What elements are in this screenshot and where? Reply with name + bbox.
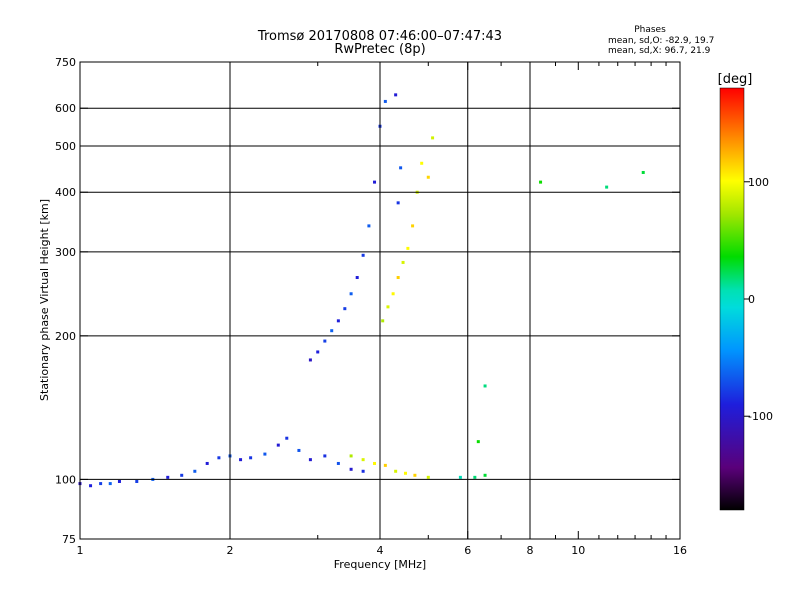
data-point: [483, 473, 487, 477]
colorbar-tick-label: -100: [748, 410, 773, 423]
data-point: [285, 436, 289, 440]
y-tick-label: 500: [55, 140, 76, 153]
data-point: [539, 180, 543, 184]
data-point: [330, 329, 334, 333]
data-point: [383, 463, 387, 467]
data-point: [367, 224, 371, 228]
data-point: [349, 454, 353, 458]
x-tick-label: 1: [77, 544, 84, 557]
data-point: [394, 469, 398, 473]
data-point: [473, 475, 477, 479]
data-point: [263, 452, 267, 456]
data-point: [217, 456, 221, 460]
chart-title: Tromsø 20170808 07:46:00–07:47:43: [257, 29, 502, 44]
data-point: [386, 305, 390, 309]
data-point: [349, 292, 353, 296]
colorbar-ticks: 100 0 -100: [744, 176, 773, 423]
x-tick-label: 16: [673, 544, 687, 557]
data-point: [336, 461, 340, 465]
data-point: [343, 307, 347, 311]
data-point: [89, 484, 93, 488]
data-point: [458, 475, 462, 479]
data-point: [180, 473, 184, 477]
data-point: [336, 319, 340, 323]
chart-subtitle: RwPretec (8p): [334, 42, 425, 57]
data-point: [483, 384, 487, 388]
data-point: [316, 350, 320, 354]
data-point: [391, 292, 395, 296]
data-point: [361, 458, 365, 462]
colorbar-tick-label: 0: [748, 293, 755, 306]
data-point: [117, 479, 121, 483]
data-point: [308, 458, 312, 462]
x-tick-label: 6: [464, 544, 471, 557]
data-point: [249, 456, 253, 460]
y-tick-label: 200: [55, 330, 76, 343]
data-point: [193, 469, 197, 473]
y-tick-label: 600: [55, 102, 76, 115]
y-tick-label: 75: [62, 533, 76, 546]
x-tick-label: 10: [571, 544, 585, 557]
axis-ticks: 1 2 4 6 8 10 16 75 100 200 300 400 500 600 750: [55, 56, 687, 557]
x-tick-label: 2: [227, 544, 234, 557]
x-tick-label: 8: [527, 544, 534, 557]
data-point: [394, 93, 398, 97]
data-point: [373, 180, 377, 184]
y-tick-label: 300: [55, 246, 76, 259]
data-points: [78, 93, 645, 488]
stats-x-mode: mean, sd,X: 96.7, 21.9: [608, 46, 711, 56]
data-point: [239, 458, 243, 462]
data-point: [166, 475, 170, 479]
data-point: [381, 319, 385, 323]
y-tick-label: 100: [55, 473, 76, 486]
grid-lines: [80, 62, 680, 539]
data-point: [420, 161, 424, 165]
data-point: [641, 170, 645, 174]
data-point: [361, 469, 365, 473]
x-tick-label: 4: [377, 544, 384, 557]
data-point: [349, 467, 353, 471]
x-axis-label: Frequency [MHz]: [334, 558, 426, 571]
y-axis-label: Stationary phase Virtual Height [km]: [38, 199, 51, 401]
data-point: [205, 461, 209, 465]
data-point: [355, 276, 359, 280]
stats-o-mode: mean, sd,O: -82.9, 19.7: [608, 36, 714, 46]
data-point: [135, 479, 139, 483]
colorbar: [719, 87, 745, 511]
data-point: [426, 475, 430, 479]
data-point: [431, 136, 435, 140]
data-point: [323, 339, 327, 343]
colorbar-label: [deg]: [718, 72, 753, 87]
data-point: [323, 454, 327, 458]
data-point: [399, 166, 403, 170]
data-point: [373, 461, 377, 465]
data-point: [426, 175, 430, 179]
y-tick-label: 750: [55, 56, 76, 69]
data-point: [411, 224, 415, 228]
data-point: [297, 448, 301, 452]
data-point: [605, 185, 609, 189]
data-point: [361, 253, 365, 257]
data-point: [396, 276, 400, 280]
data-point: [383, 99, 387, 103]
stats-heading: Phases: [634, 25, 666, 35]
data-point: [308, 358, 312, 362]
data-point: [401, 260, 405, 264]
data-point: [403, 471, 407, 475]
colorbar-tick-label: 100: [748, 176, 769, 189]
data-point: [99, 482, 103, 486]
data-point: [406, 246, 410, 250]
data-point: [276, 443, 280, 447]
data-point: [396, 201, 400, 205]
y-tick-label: 400: [55, 186, 76, 199]
data-point: [476, 440, 480, 444]
data-point: [413, 473, 417, 477]
data-point: [108, 482, 112, 486]
